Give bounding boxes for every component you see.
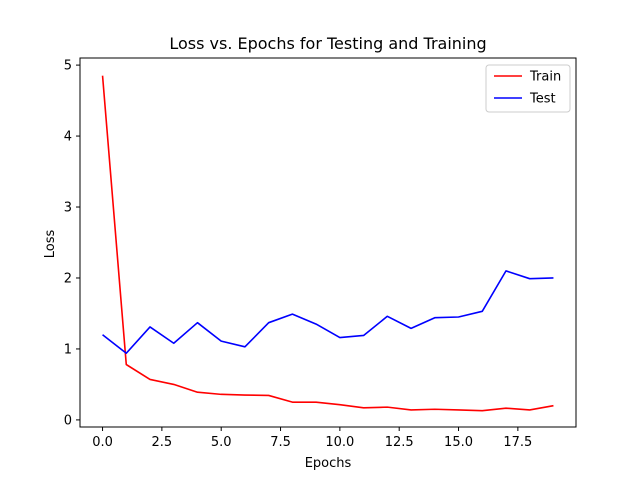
legend-label-test: Test	[529, 92, 556, 107]
y-axis-ticks: 0 1 2 3 4 5	[64, 59, 80, 428]
x-tick-label: 10.0	[325, 435, 354, 450]
chart-title: Loss vs. Epochs for Testing and Training	[169, 34, 486, 53]
x-tick-label: 15.0	[444, 435, 473, 450]
legend: Train Test	[485, 64, 571, 113]
x-axis-ticks: 0.0 2.5 5.0 7.5 10.0 12.5 15.0 17.5	[92, 427, 532, 450]
series-line-train	[101, 75, 554, 412]
x-axis-label: Epochs	[305, 456, 352, 471]
legend-label-train: Train	[529, 70, 561, 85]
x-tick-label: 5.0	[211, 435, 232, 450]
x-tick-label: 0.0	[92, 435, 113, 450]
y-tick-label: 1	[64, 342, 72, 357]
y-tick-label: 0	[64, 413, 72, 428]
series-line-test	[102, 270, 554, 355]
y-tick-label: 4	[64, 130, 72, 145]
x-tick-label: 2.5	[152, 435, 173, 450]
y-tick-label: 2	[64, 271, 72, 286]
series-lines	[101, 75, 554, 412]
x-tick-label: 7.5	[270, 435, 291, 450]
x-tick-label: 17.5	[503, 435, 532, 450]
plot-frame	[79, 57, 577, 428]
y-axis-label: Loss	[43, 230, 58, 259]
y-tick-label: 5	[64, 59, 72, 74]
y-tick-label: 3	[64, 201, 72, 216]
x-tick-label: 12.5	[385, 435, 414, 450]
